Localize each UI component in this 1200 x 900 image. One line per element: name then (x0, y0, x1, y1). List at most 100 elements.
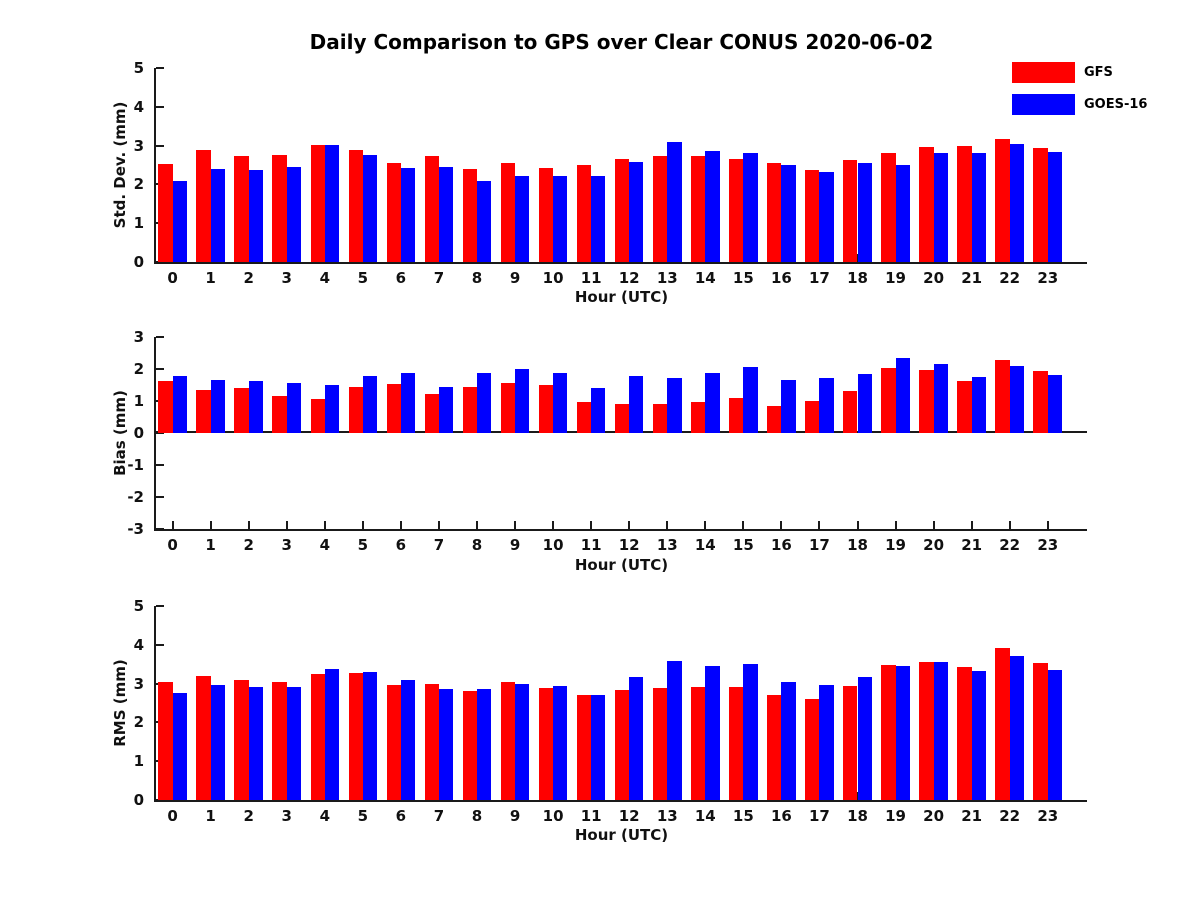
y-tick-label-0: 0 (133, 424, 144, 442)
x-tick-label-10: 10 (542, 269, 564, 287)
x-axis-spine (154, 262, 1087, 264)
bar-goes16-h2 (248, 381, 263, 433)
bar-gfs-h14 (691, 401, 706, 433)
bar-goes16-h17 (819, 171, 834, 262)
bar-goes16-h12 (629, 376, 644, 433)
gfs-swatch-icon (1012, 62, 1075, 83)
x-tick-label-19: 19 (885, 536, 906, 554)
bar-gfs-h21 (957, 380, 972, 433)
y-tick-label-5: 5 (133, 59, 144, 77)
y-tick (156, 368, 164, 370)
x-tick-label-7: 7 (433, 536, 445, 554)
bar-gfs-h11 (576, 165, 592, 262)
bar-goes16-h12 (629, 161, 644, 262)
bar-gfs-h21 (957, 145, 972, 262)
bar-goes16-h7 (438, 166, 454, 262)
bar-goes16-h19 (895, 666, 910, 800)
x-tick-label-21: 21 (961, 269, 983, 287)
bar-gfs-h23 (1033, 371, 1048, 433)
x-tick-label-22: 22 (999, 807, 1021, 825)
x-tick-label-23: 23 (1037, 807, 1059, 825)
y-tick-label-2: 2 (133, 175, 144, 194)
y-tick (156, 67, 164, 69)
bar-goes16-h14 (705, 151, 720, 262)
bar-gfs-h2 (234, 155, 249, 262)
x-tick-label-6: 6 (395, 536, 407, 554)
bar-goes16-h16 (781, 379, 796, 433)
bar-goes16-h7 (438, 688, 454, 800)
bar-goes16-h3 (286, 167, 302, 262)
bar-goes16-h0 (172, 692, 187, 800)
x-tick-label-0: 0 (167, 807, 178, 825)
bar-goes16-h9 (515, 369, 530, 433)
bar-gfs-h22 (995, 138, 1010, 262)
bar-goes16-h21 (971, 376, 986, 433)
x-tick-label-4: 4 (319, 269, 331, 287)
bar-gfs-h22 (995, 647, 1010, 800)
bar-goes16-h16 (781, 682, 796, 800)
x-tick-label-0: 0 (167, 269, 178, 287)
bar-gfs-h5 (348, 386, 363, 433)
x-tick-label-20: 20 (923, 269, 945, 287)
bar-gfs-h14 (691, 156, 706, 262)
bar-goes16-h11 (591, 176, 606, 262)
y-tick (156, 643, 164, 646)
plot-area-bias: -3 -2 -1 0 1 2 3 0 1 2 3 4 5 6 7 8 9 10 11 12 13 14 15 16 17 18 19… (127, 328, 1087, 554)
bar-gfs-h4 (310, 674, 325, 800)
bar-goes16-h1 (210, 169, 225, 262)
bar-gfs-h7 (424, 393, 439, 433)
x-tick-label-1: 1 (205, 536, 216, 554)
bar-goes16-h17 (819, 685, 834, 800)
bar-gfs-h10 (538, 385, 554, 433)
bar-goes16-h20 (933, 153, 948, 262)
x-tick-label-4: 4 (319, 807, 331, 825)
x-tick (780, 521, 783, 529)
bar-gfs-h3 (272, 154, 287, 262)
bar-goes16-h6 (400, 372, 416, 433)
plot-area-rms: 0 1 2 3 4 5 0 1 2 3 4 5 6 7 8 9 10 11 12 13 14 15 16 17 18 19 20 21… (134, 597, 1087, 825)
bar-goes16-h2 (248, 687, 263, 800)
x-tick (1046, 521, 1049, 529)
y-tick (156, 432, 164, 434)
bar-gfs-h9 (500, 163, 516, 262)
bar-goes16-h10 (553, 372, 568, 433)
bar-gfs-h19 (881, 153, 896, 262)
x-tick (932, 521, 935, 529)
y-tick-label--1: -1 (127, 456, 144, 474)
x-tick-label-9: 9 (509, 269, 521, 287)
x-tick-label-7: 7 (433, 269, 445, 287)
bar-goes16-h3 (286, 686, 302, 800)
x-tick-label-22: 22 (999, 536, 1021, 554)
y-tick-label-1: 1 (133, 214, 144, 233)
bar-gfs-h23 (1033, 663, 1048, 800)
x-tick-label-13: 13 (656, 536, 678, 554)
x-tick (399, 521, 402, 529)
x-tick-label-16: 16 (770, 536, 792, 554)
bar-goes16-h7 (438, 386, 454, 433)
bar-goes16-h9 (515, 683, 530, 800)
x-tick-label-20: 20 (923, 807, 945, 825)
bar-goes16-h18 (857, 374, 872, 433)
y-tick-label-1: 1 (133, 392, 144, 410)
bar-goes16-h17 (819, 377, 834, 433)
bar-goes16-h22 (1009, 365, 1024, 433)
x-tick-label-23: 23 (1037, 536, 1059, 554)
y-tick (156, 528, 164, 530)
bar-goes16-h0 (172, 376, 187, 433)
x-tick-label-15: 15 (732, 807, 754, 825)
bar-gfs-h13 (652, 156, 668, 262)
legend: GFS GOES-16 (1012, 62, 1147, 126)
bar-gfs-h2 (234, 388, 249, 433)
x-tick (970, 521, 973, 529)
y-tick (156, 144, 164, 147)
bar-gfs-h17 (805, 698, 820, 800)
x-tick-label-19: 19 (885, 807, 906, 825)
x-tick-label-18: 18 (847, 269, 868, 287)
bar-goes16-h23 (1047, 670, 1063, 800)
bar-goes16-h0 (172, 180, 187, 262)
x-tick-label-18: 18 (847, 807, 868, 825)
x-tick-label-14: 14 (694, 536, 716, 554)
bar-gfs-h17 (805, 169, 820, 262)
legend-item-goes16: GOES-16 (1012, 94, 1147, 115)
